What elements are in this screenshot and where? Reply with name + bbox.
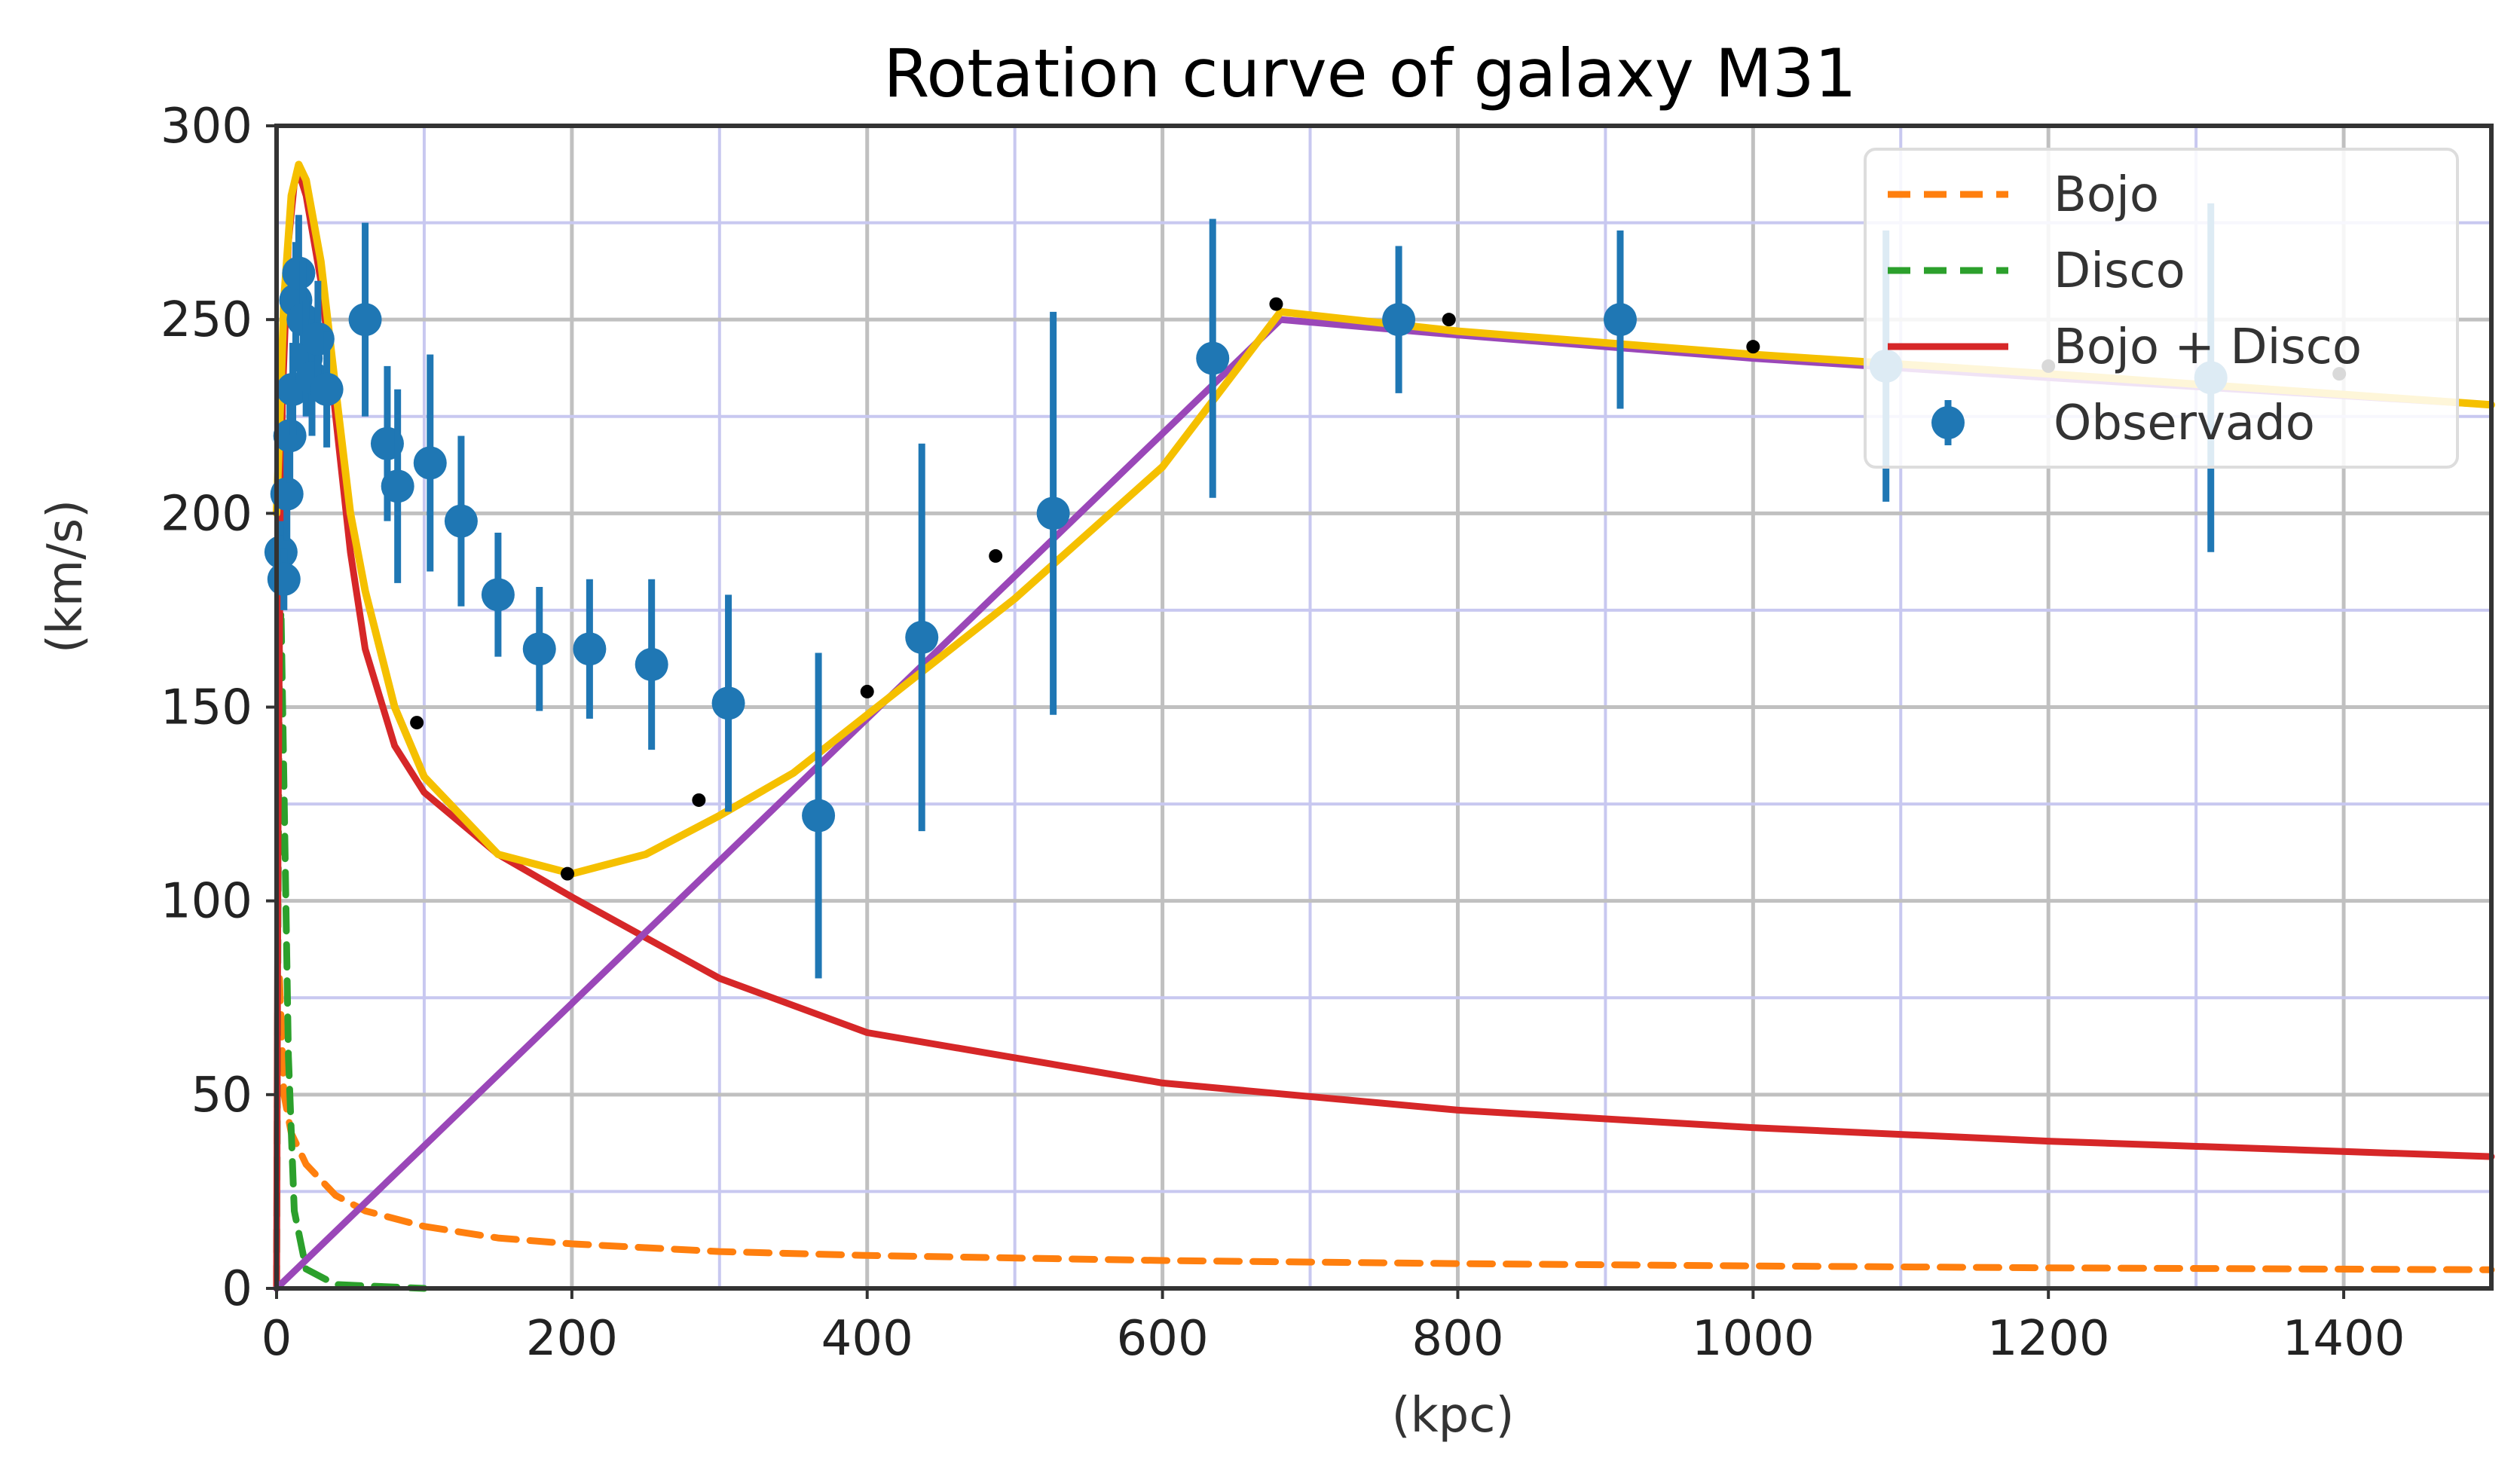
x-tick-label: 600 [1117,1311,1209,1367]
observed-marker [348,303,382,337]
chart-title: Rotation curve of galaxy M31 [883,35,1857,112]
legend-entry-bojo-disco: Bojo + Disco [1888,319,2362,375]
black-point [1746,340,1760,354]
observed-marker [635,647,668,681]
observed-point [522,587,556,711]
observed-point [1382,246,1416,393]
observed-point [381,389,414,583]
observed-point [481,533,515,657]
x-tick-label: 1000 [1692,1311,1815,1367]
x-tick-label: 800 [1411,1311,1503,1367]
black-point [560,866,574,881]
y-tick-label: 0 [222,1261,252,1317]
black-point [989,549,1003,563]
x-tick-label: 200 [526,1311,618,1367]
x-tick-label: 400 [821,1311,913,1367]
observed-marker [267,562,301,596]
observed-marker [444,504,478,538]
black-point [1269,297,1283,311]
observed-point [413,354,447,572]
observed-marker [1196,341,1230,375]
observed-marker [522,632,556,666]
observed-marker [413,446,447,480]
observed-point [711,594,745,812]
observed-point [1036,311,1070,715]
legend-label: Disco [2054,243,2185,299]
y-tick-label: 150 [161,680,252,736]
observed-point [310,331,344,448]
y-tick-label: 50 [191,1068,252,1123]
observed-marker [1036,497,1070,530]
observed-marker [905,620,939,654]
legend: Bojo Disco Bojo + Disco Observado [1864,148,2459,469]
observed-marker [1603,303,1637,337]
x-tick-label: 0 [261,1311,292,1367]
legend-label: Bojo + Disco [2054,319,2362,375]
observed-point [905,443,939,832]
legend-marker [1931,406,1965,439]
legend-label: Bojo [2054,167,2159,223]
observed-marker [711,686,745,720]
x-tick-label: 1400 [2283,1311,2405,1367]
observed-point [802,652,836,979]
observed-point [573,579,607,719]
legend-entry-observado: Observado [1931,396,2315,451]
black-point [410,716,424,730]
legend-box [1864,148,2459,469]
observed-marker [282,256,316,290]
y-tick-label: 250 [161,292,252,348]
y-tick-label: 200 [161,486,252,542]
observed-marker [310,372,344,406]
observed-point [1196,218,1230,498]
observed-marker [381,469,414,503]
series-line-fit-yellow [273,160,2495,878]
legend-entry-bojo: Bojo [1888,167,2159,223]
y-tick-label: 300 [161,99,252,154]
axis-ticks: 0 200 400 600 800 1000 1200 1400 0 50 100 150 200 250… [161,99,2405,1367]
legend-entry-disco: Disco [1888,243,2185,299]
observed-marker [802,799,836,833]
observed-marker [1382,303,1416,337]
legend-label: Observado [2054,396,2315,451]
black-point [1442,313,1456,327]
series-line-bojo [276,975,2495,1273]
observed-marker [573,632,607,666]
black-point [692,793,706,807]
y-tick-label: 100 [161,874,252,930]
observed-point [444,435,478,607]
observed-point [348,222,382,417]
observed-point [1603,230,1637,409]
x-tick-label: 1200 [1987,1311,2110,1367]
x-axis-label: (kpc) [1392,1388,1515,1444]
black-point [860,684,874,698]
observed-point [635,579,668,750]
observed-marker [481,578,515,612]
y-axis-label: (km/s) [38,500,93,653]
